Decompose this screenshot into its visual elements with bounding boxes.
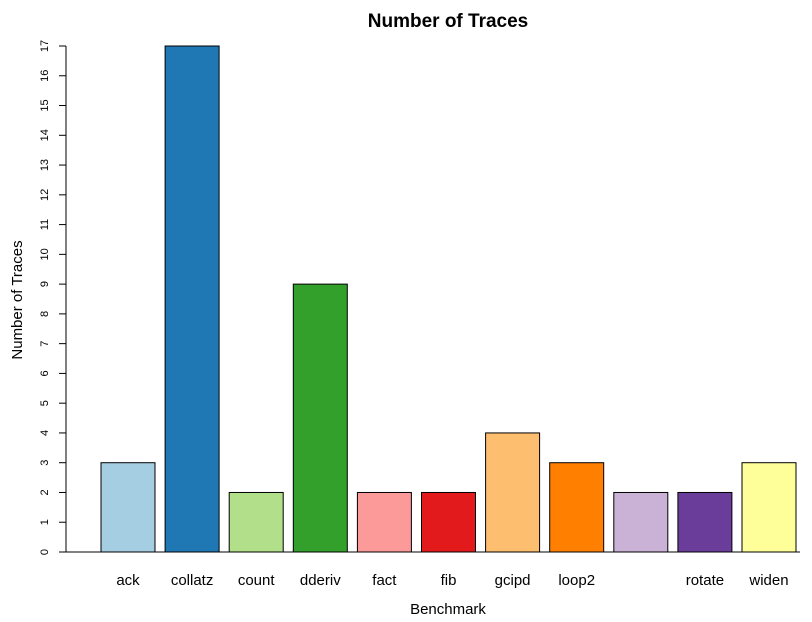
y-tick-label: 11	[39, 219, 51, 230]
y-tick-label: 15	[39, 99, 51, 111]
x-tick-label: fib	[441, 572, 457, 589]
y-tick-label: 17	[39, 40, 51, 52]
bar-loop2	[549, 462, 605, 553]
y-tick-label: 1	[39, 519, 51, 525]
y-tick-label: 14	[39, 129, 51, 141]
x-tick-label: widen	[748, 572, 788, 589]
y-tick-label: 12	[39, 189, 51, 201]
bar-ack	[100, 462, 156, 553]
bar-fib	[421, 491, 476, 553]
y-axis-label: Number of Traces	[9, 240, 26, 359]
bars	[66, 45, 800, 553]
bar-count	[228, 491, 284, 553]
y-tick-label: 4	[39, 430, 51, 436]
y-tick-label: 8	[39, 311, 51, 317]
chart-title: Number of Traces	[368, 11, 529, 32]
x-tick-labels: ack collatz count dderiv fact fib gcipd loop2 ro…	[116, 572, 788, 589]
y-tick-label: 16	[39, 70, 51, 82]
bar-unlabeled	[613, 491, 669, 553]
y-tick-label: 5	[39, 400, 51, 406]
x-tick-label: collatz	[171, 572, 214, 589]
y-tick-label: 2	[39, 489, 51, 495]
x-tick-label: count	[238, 572, 276, 589]
y-tick-label: 0	[39, 549, 51, 555]
bar-gcipd	[485, 432, 541, 553]
x-tick-label: fact	[372, 572, 397, 589]
y-tick-label: 7	[39, 341, 51, 347]
x-tick-label: loop2	[558, 572, 595, 589]
bar-widen	[741, 462, 797, 553]
y-tick-label: 6	[39, 370, 51, 376]
bar-rotate	[677, 491, 733, 553]
x-axis-label: Benchmark	[410, 601, 486, 618]
y-tick-label: 9	[39, 281, 51, 287]
bar-fact	[356, 491, 412, 553]
x-tick-label: gcipd	[495, 572, 531, 589]
x-tick-label: dderiv	[300, 572, 341, 589]
x-tick-label: ack	[116, 572, 140, 589]
y-tick-label: 3	[39, 460, 51, 466]
bar-dderiv	[292, 283, 348, 553]
bar-collatz	[164, 45, 220, 553]
y-tick-label: 10	[39, 248, 51, 260]
y-tick-label: 13	[39, 159, 51, 171]
x-tick-label: rotate	[686, 572, 724, 589]
